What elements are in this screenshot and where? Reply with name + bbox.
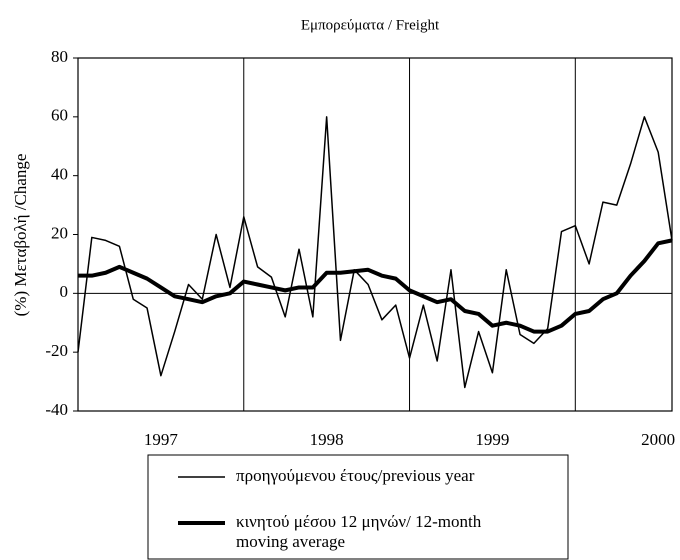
legend-box bbox=[147, 454, 569, 560]
legend-label: προηγούμενου έτους/previous year bbox=[236, 466, 475, 485]
y-tick-label: -40 bbox=[45, 400, 68, 419]
y-tick-label: 20 bbox=[51, 223, 68, 242]
x-tick-label: 1999 bbox=[475, 430, 509, 449]
x-tick-label: 2000 bbox=[641, 430, 675, 449]
series-line bbox=[78, 238, 673, 334]
x-tick-label: 1998 bbox=[310, 430, 344, 449]
y-axis-label: (%) Μεταβολή /Change bbox=[11, 154, 30, 317]
chart-title: Εμπορεύματα / Freight bbox=[301, 17, 440, 33]
y-tick-label: 60 bbox=[51, 106, 68, 125]
series-line bbox=[77, 116, 673, 389]
legend-label: κινητού μέσου 12 μηνών/ 12-month moving a… bbox=[236, 512, 482, 551]
y-tick-label: 0 bbox=[60, 282, 69, 301]
y-tick-label: 80 bbox=[51, 47, 68, 66]
plot-frame bbox=[77, 57, 673, 412]
x-tick-label: 1997 bbox=[144, 430, 179, 449]
y-tick-label: -20 bbox=[45, 341, 68, 360]
y-tick-label: 40 bbox=[51, 165, 68, 184]
